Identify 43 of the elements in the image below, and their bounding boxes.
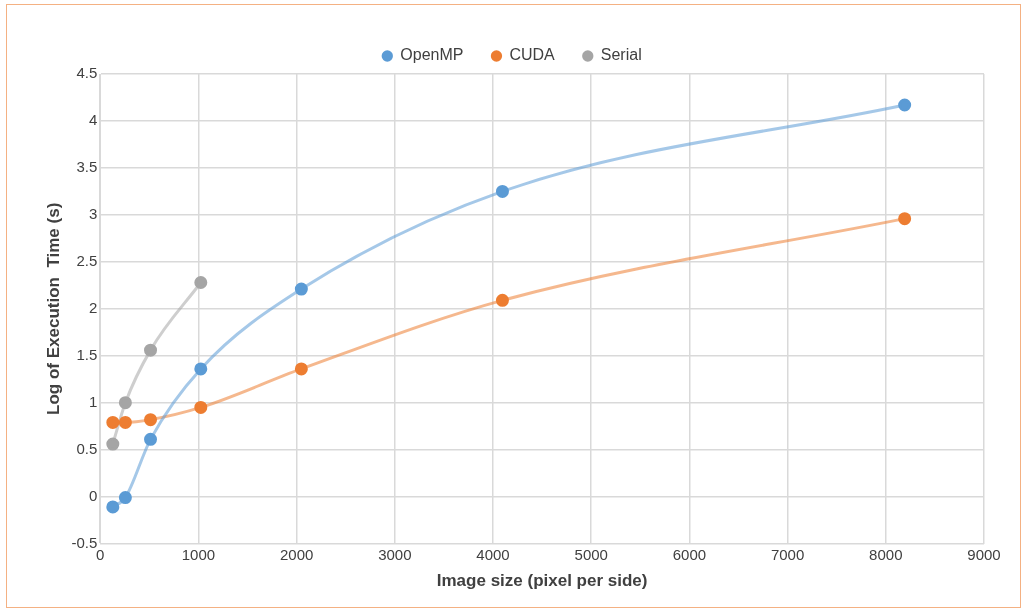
point [898, 98, 912, 112]
point [194, 400, 208, 414]
x-tick-label: 2000 [279, 545, 314, 563]
point [106, 437, 120, 451]
point [144, 343, 158, 357]
point [194, 276, 208, 289]
legend-label: OpenMP [400, 46, 464, 64]
y-tick-label: 3.5 [76, 158, 98, 176]
legend-label: CUDA [509, 46, 556, 64]
point [294, 362, 308, 376]
x-tick-label: 7000 [770, 545, 805, 563]
x-tick-label: 6000 [672, 545, 707, 563]
y-tick-label: 3 [88, 205, 98, 223]
x-tick-label: 8000 [869, 545, 903, 563]
point [106, 500, 120, 514]
legend-label: Serial [600, 46, 642, 64]
y-tick-label: 2 [88, 298, 98, 316]
point [144, 432, 158, 446]
x-tick-label: 5000 [574, 545, 608, 563]
x-tick-label: 9000 [967, 545, 1001, 563]
y-tick-label: 2.5 [76, 251, 98, 269]
y-tick-label: 4.5 [76, 64, 98, 82]
x-tick-label: 4000 [476, 545, 510, 563]
y-tick-label: 0.5 [76, 439, 98, 457]
point [495, 184, 509, 198]
point [495, 293, 509, 307]
y-tick-label: 1 [88, 392, 98, 410]
y-tick-label: -0.5 [71, 533, 98, 551]
point [898, 212, 912, 226]
point [194, 362, 208, 376]
point [144, 413, 158, 427]
point [118, 491, 132, 505]
point [118, 396, 132, 410]
x-axis-title: Image size (pixel per side) [436, 571, 648, 591]
point [106, 415, 120, 429]
point [118, 415, 132, 429]
y-tick-label: 1.5 [76, 345, 98, 363]
x-tick-label: 1000 [181, 545, 216, 563]
point [294, 282, 308, 296]
y-axis-title: Log of Execution Time (s) [43, 202, 63, 415]
x-tick-label: 3000 [378, 545, 412, 563]
y-tick-label: 4 [88, 111, 98, 129]
y-tick-label: 0 [88, 486, 98, 504]
